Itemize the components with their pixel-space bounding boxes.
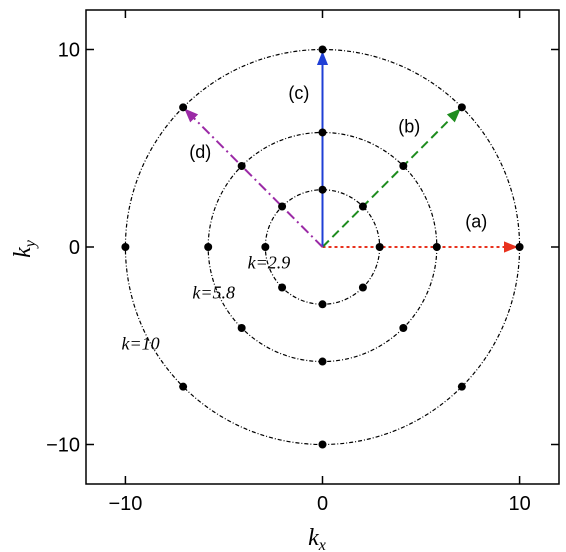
- ring-label: k=2.9: [248, 253, 291, 273]
- x-axis-label: kx: [308, 525, 326, 552]
- arrow-d: [184, 108, 324, 248]
- ticks-layer: [86, 10, 559, 484]
- k-point: [261, 243, 270, 251]
- k-point: [179, 103, 188, 112]
- arrow-label: (b): [398, 116, 420, 136]
- arrow-label: (a): [465, 211, 487, 231]
- k-point: [399, 323, 408, 332]
- arrow-b: [321, 108, 461, 248]
- arrow-label: (c): [288, 83, 309, 103]
- arrow-label: (d): [189, 142, 211, 162]
- points-layer: [121, 45, 524, 449]
- y-tick-label: 10: [58, 40, 80, 62]
- k-point: [318, 300, 327, 309]
- k-point: [457, 382, 466, 391]
- k-point: [375, 243, 384, 251]
- k-point: [515, 243, 524, 251]
- k-point: [121, 243, 130, 251]
- ring-label: k=5.8: [192, 282, 235, 302]
- y-tick-label: −10: [46, 435, 80, 457]
- k-point: [237, 162, 246, 171]
- x-tick-label: −10: [108, 493, 142, 515]
- k-point: [278, 202, 287, 211]
- k-point: [457, 103, 466, 112]
- k-point: [318, 128, 327, 137]
- k-point: [179, 382, 188, 391]
- k-point: [318, 357, 327, 366]
- k-point: [358, 283, 367, 292]
- labels-layer: (a) (b) (c) (d) k=2.9 k=5.8 k=10 −10 0 10 −10 0 10: [46, 40, 531, 516]
- k-point: [204, 243, 213, 251]
- k-point: [237, 323, 246, 332]
- k-point: [358, 202, 367, 211]
- k-point: [318, 440, 327, 449]
- ring-label: k=10: [121, 334, 159, 354]
- k-point: [432, 243, 441, 251]
- k-point: [399, 162, 408, 171]
- k-point: [278, 283, 287, 292]
- x-tick-label: 0: [317, 493, 328, 515]
- k-point: [318, 185, 327, 194]
- arrows-layer: [184, 51, 518, 253]
- x-tick-label: 10: [508, 493, 530, 515]
- k-point: [318, 45, 327, 54]
- y-axis-label: ky: [10, 239, 39, 258]
- y-tick-label: 0: [69, 237, 80, 259]
